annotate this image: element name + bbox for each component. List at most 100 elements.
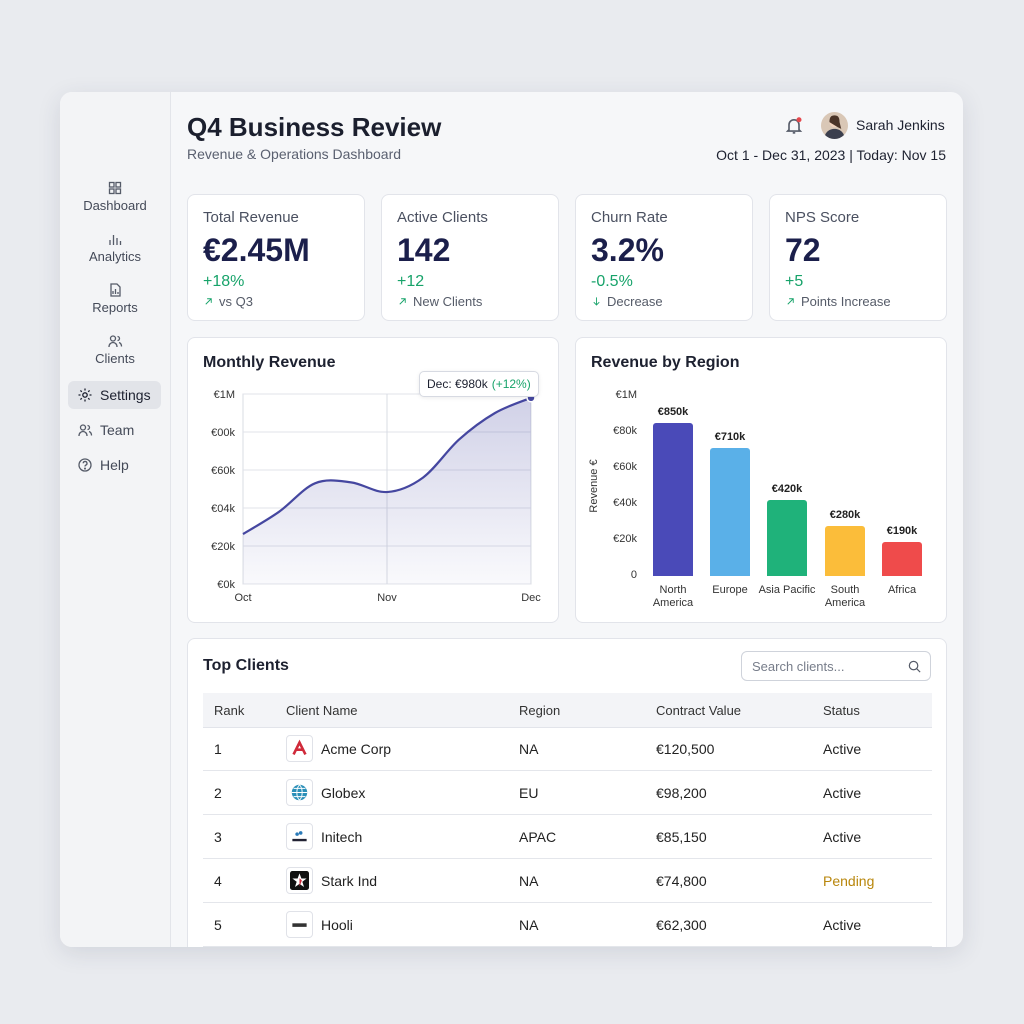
y-tick-label: €20k [613,533,637,545]
avatar[interactable] [821,112,848,139]
sidebar: Dashboard Analytics Reports Clients [60,92,171,947]
icon [787,298,794,305]
client-logo [286,867,313,894]
bar-value-label: €280k [829,508,861,521]
icon [108,335,123,348]
logo-icon [291,784,308,801]
y-tick-label: €04k [211,503,235,515]
nav-icon [60,282,170,300]
table-row[interactable] [203,727,932,771]
nav-label: Reports [92,300,138,315]
cell: 5 [214,917,222,933]
y-tick-label: €40k [613,497,637,509]
logo-icon [290,915,309,934]
nav-label: Settings [100,387,151,403]
cell: Active [823,741,862,757]
client-logo [286,779,313,806]
cell: €74,800 [656,873,707,889]
nav-label: Clients [95,351,135,366]
kpi-change: +5 [785,273,804,290]
logo-icon [290,871,309,890]
cell: Stark Ind [321,873,378,889]
table-row[interactable] [203,903,932,947]
column-header: Client Name [286,703,358,718]
line-chart-card: Monthly Revenue €0k €20k €04k €60k €00k €1M Oct… [187,337,559,623]
cell: APAC [519,829,557,845]
page-title: Q4 Business Review [187,112,442,142]
nav-item[interactable]: Help [68,451,161,479]
kpi-card: Total Revenue €2.45M +18% vs Q3 [187,194,365,321]
notification-bell[interactable] [784,116,804,136]
bar-chart-card: Revenue by Region Revenue €0 €20k €40k €60k €… [575,337,947,623]
kpi-change: -0.5% [591,273,633,290]
cell: Globex [321,785,366,801]
nav-item[interactable]: Reports [60,282,170,322]
column-header: Rank [214,703,245,718]
nav-icon [60,231,170,249]
nav-item[interactable]: Team [68,416,161,444]
icon [78,424,93,437]
icon [399,298,406,305]
bar [653,423,693,576]
tooltip-text: Dec: €980k [427,377,488,391]
chart-title: Revenue by Region [591,354,740,371]
y-tick-label: €80k [613,425,637,437]
bar-value-label: €710k [714,431,746,444]
kpi-label: Total Revenue [203,209,299,226]
logo-icon [290,827,309,846]
y-tick-label: €1M [214,389,235,401]
nav-item[interactable]: Dashboard [60,180,170,220]
bar [825,525,865,576]
icon [78,388,92,402]
table-row[interactable] [203,859,932,903]
kpi-value: 142 [397,232,451,268]
table-header [203,693,932,728]
table-row[interactable] [203,815,932,859]
nav-icon [60,180,170,198]
area [243,397,531,584]
kpi-card: Active Clients 142 +12 New Clients [381,194,559,321]
kpi-change: +12 [397,273,425,290]
user-name: Sarah Jenkins [856,117,945,133]
tooltip-change: (+12%) [491,377,531,391]
cell: Hooli [321,917,353,933]
column-header: Contract Value [656,703,742,718]
bar-value-label: €850k [657,406,689,418]
y-tick-label: €60k [613,461,637,473]
kpi-note: Points Increase [785,294,891,309]
search-box[interactable]: Search clients... [741,651,931,681]
cell: €98,200 [656,785,707,801]
kpi-note: Decrease [591,294,663,309]
nav-item[interactable]: Settings [68,381,161,409]
cell: 1 [214,741,222,757]
nav-item[interactable]: Clients [60,333,170,373]
y-tick-label: 0 [630,569,637,581]
date-range: Oct 1 - Dec 31, 2023 | Today: Nov 15 [716,147,946,163]
kpi-note-text: New Clients [413,294,483,309]
cell: Pending [823,873,875,889]
kpi-value: €2.45M [203,232,310,268]
cell: NA [519,873,539,889]
cell: EU [519,785,539,801]
icon [205,298,212,305]
cell: NA [519,917,539,933]
cell: Initech [321,829,363,845]
table-row[interactable] [203,771,932,815]
nav-item[interactable]: Analytics [60,231,170,271]
line [242,396,532,535]
icon [785,117,803,134]
x-tick-label: Oct [234,592,251,604]
cell: 2 [214,785,222,801]
nav-label: Help [100,457,129,473]
kpi-label: Active Clients [397,209,488,226]
tooltip: Dec: €980k (+12%) [419,371,539,397]
icon [108,181,122,195]
kpi-value: 3.2% [591,232,664,268]
client-logo [286,911,313,938]
y-tick-label: €20k [211,541,235,553]
cell: Active [823,829,862,845]
cell: Active [823,917,862,933]
kpi-value: 72 [785,232,821,268]
icon [78,458,92,472]
